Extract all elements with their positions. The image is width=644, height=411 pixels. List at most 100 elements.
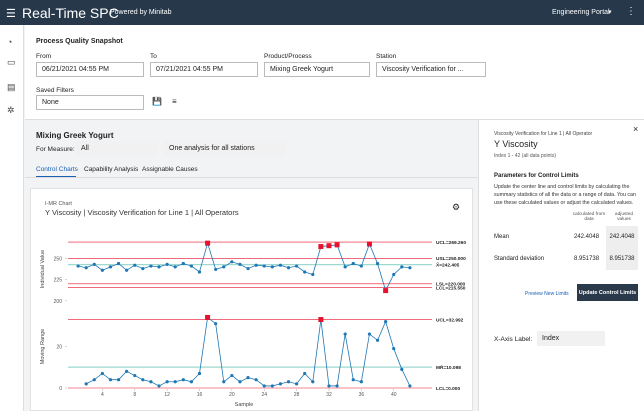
saved-value: None: [42, 99, 59, 106]
row-mean-adj[interactable]: 242.4048: [606, 226, 638, 248]
point: [327, 384, 331, 388]
y-tick-label: 0: [59, 386, 62, 392]
chart-kind: I-MR Chart: [45, 201, 72, 207]
center-label: X̄=242.405: [436, 262, 460, 269]
y-tick-label: 200: [54, 299, 63, 305]
point: [303, 270, 307, 274]
point: [92, 378, 96, 382]
point: [351, 261, 355, 266]
to-value: 07/21/2021 04:55 PM: [156, 66, 223, 73]
limit-label: UCL=269.260: [436, 240, 466, 246]
flagged-point: [318, 317, 324, 323]
point: [125, 369, 129, 373]
point: [165, 380, 169, 384]
to-input[interactable]: 07/21/2021 04:55 PM: [150, 62, 258, 77]
more-icon[interactable]: ⋮: [626, 6, 636, 17]
xaxis-label: X-Axis Label:: [494, 336, 533, 343]
point: [141, 378, 145, 382]
tab-causes[interactable]: Assignable Causes: [142, 166, 198, 173]
point: [246, 266, 250, 271]
point: [230, 260, 234, 264]
from-input[interactable]: 06/21/2021 04:55 PM: [36, 62, 144, 77]
x-tick-label: 12: [164, 392, 170, 398]
point: [238, 262, 242, 266]
limit-label: USL=250.000: [436, 256, 466, 262]
point: [197, 270, 202, 274]
update-button[interactable]: Update Control Limits: [577, 284, 638, 301]
product-value: Mixing Greek Yogurt: [270, 66, 334, 73]
point: [92, 262, 96, 266]
product-select[interactable]: Mixing Greek Yogurt: [264, 62, 370, 77]
point: [270, 265, 274, 269]
chart-settings[interactable]: ⚙: [452, 202, 461, 212]
point: [222, 265, 226, 269]
app-title: Real-Time SPC: [22, 5, 119, 21]
nav-archive[interactable]: ▤: [7, 82, 16, 92]
save-icon[interactable]: 💾: [152, 97, 162, 106]
point: [384, 320, 388, 324]
point: [189, 380, 193, 384]
col-adjusted: adjusted values: [614, 212, 634, 222]
point: [262, 384, 266, 388]
point: [311, 380, 315, 384]
x-tick-label: 24: [261, 392, 267, 398]
point: [157, 384, 161, 388]
point: [108, 265, 113, 269]
point: [84, 266, 88, 270]
saved-label: Saved Filters: [36, 87, 74, 94]
point: [181, 261, 185, 266]
row-sd-label: Standard deviation: [494, 256, 545, 262]
panel-section: Parameters for Control Limits: [494, 173, 579, 179]
point: [100, 371, 104, 376]
close-button[interactable]: ×: [633, 124, 639, 134]
to-label: To: [150, 53, 157, 60]
point: [262, 264, 266, 268]
point: [84, 382, 88, 386]
point: [311, 272, 315, 277]
xaxis-select[interactable]: Index: [537, 331, 605, 346]
point: [392, 272, 396, 277]
point: [214, 322, 218, 326]
point: [133, 373, 137, 378]
point: [343, 265, 347, 269]
y-axis-title: Individual Value: [40, 250, 46, 288]
point: [141, 266, 145, 271]
portal-menu[interactable]: Engineering Portal: [552, 9, 610, 16]
nav-monitor[interactable]: ▭: [7, 57, 16, 67]
point: [278, 263, 283, 267]
limit-label: LSL=220.000: [436, 282, 466, 288]
saved-select[interactable]: None: [36, 95, 144, 110]
point: [197, 371, 202, 376]
tab-capability[interactable]: Capability Analysis: [84, 166, 139, 173]
measure-select[interactable]: All: [76, 141, 158, 156]
tab-control[interactable]: Control Charts: [36, 166, 78, 173]
point: [108, 378, 113, 382]
point: [214, 267, 218, 272]
analysis-value: One analysis for all stations: [169, 145, 255, 152]
powered-by: Powered by Minitab: [110, 9, 172, 16]
analysis-select[interactable]: One analysis for all stations: [164, 141, 286, 156]
point: [335, 384, 339, 388]
measure-label: For Measure:: [36, 146, 75, 153]
station-label: Station: [376, 53, 397, 60]
point: [116, 378, 121, 382]
point: [359, 264, 363, 268]
preview-link[interactable]: Preview New Limits: [525, 291, 569, 297]
y-tick-label: 225: [54, 278, 63, 284]
tab-underline: [36, 176, 76, 178]
point: [133, 263, 137, 267]
x-axis-title: Sample: [235, 402, 254, 408]
from-label: From: [36, 53, 52, 60]
menu-icon[interactable]: ☰: [6, 8, 16, 20]
flagged-point: [205, 240, 211, 246]
station-select[interactable]: Viscosity Verification for ...: [376, 62, 486, 77]
nav-settings[interactable]: ✲: [7, 105, 15, 115]
nav-gauge[interactable]: ◔: [7, 37, 13, 47]
point: [286, 380, 291, 384]
point: [254, 263, 258, 267]
point: [116, 261, 121, 266]
filter-icon[interactable]: ≡: [172, 97, 177, 106]
panel-breadcrumb: Viscosity Verification for Line 1 | All …: [494, 131, 593, 137]
row-sd-adj[interactable]: 8.951738: [606, 248, 638, 270]
